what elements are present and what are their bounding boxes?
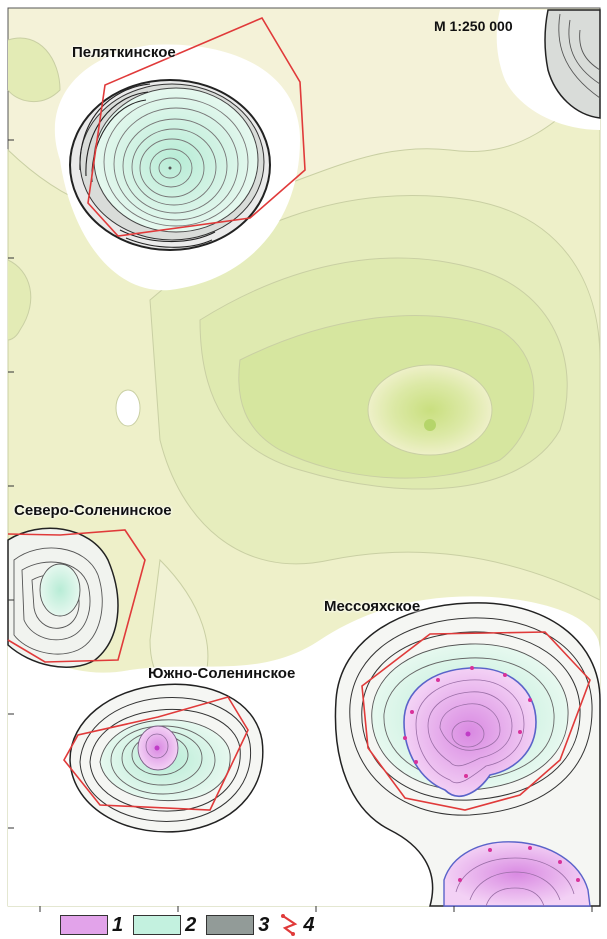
- field-label-yuzhno-soleninskoe: Южно-Соленинское: [148, 665, 296, 682]
- frame-ticks: [8, 139, 593, 912]
- legend-number: 4: [303, 913, 315, 936]
- legend-number: 1: [112, 913, 124, 936]
- boundary-pelyatkinskoe: [87, 16, 306, 237]
- legend-item-2: 2: [133, 914, 196, 937]
- field-label-messoyakhskoe: Мессояхское: [324, 598, 421, 615]
- legend-item-3: 3: [206, 914, 269, 937]
- field-severo-soleninskoe: [7, 527, 146, 668]
- red-boundary-line-icon: [281, 914, 298, 936]
- boundary-severo-soleninskoe: [7, 529, 146, 663]
- legend-number: 3: [258, 913, 270, 936]
- field-top-right: [544, 9, 601, 119]
- legend-number: 2: [185, 913, 197, 936]
- boundary-messoyakhskoe: [361, 631, 591, 811]
- legend: 1 2 3 4: [60, 912, 325, 938]
- field-pelyatkinskoe: [69, 16, 306, 251]
- field-south: [443, 841, 591, 907]
- field-messoyakhskoe: [334, 602, 601, 907]
- map-scale-label: М 1:250 000: [434, 18, 513, 34]
- gray-fill-swatch-icon: [206, 915, 255, 935]
- boundary-yuzhno-soleninskoe: [63, 696, 249, 811]
- field-label-pelyatkinskoe: Пеляткинское: [72, 44, 176, 61]
- field-yuzhno-soleninskoe: [63, 683, 264, 833]
- magenta-fill-swatch-icon: [60, 915, 108, 935]
- field-label-severo-soleninskoe: Северо-Соленинское: [14, 502, 172, 519]
- legend-item-1: 1: [60, 914, 123, 937]
- cyan-fill-swatch-icon: [133, 915, 182, 935]
- legend-item-4: 4: [279, 913, 315, 937]
